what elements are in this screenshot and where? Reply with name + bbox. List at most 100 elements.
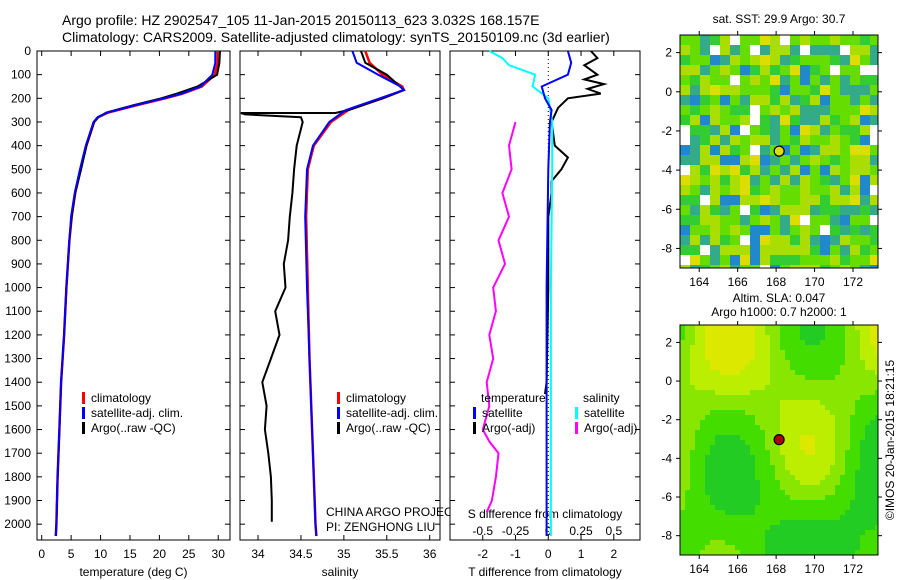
- map-cell: [745, 420, 750, 425]
- map-cell: [710, 235, 715, 240]
- map-cell: [745, 480, 750, 485]
- map-cell: [755, 510, 760, 515]
- map-cell: [690, 500, 695, 505]
- map-cell: [855, 200, 860, 205]
- map-cell: [810, 380, 815, 385]
- map-cell: [705, 400, 710, 405]
- map-cell: [775, 455, 780, 460]
- map-cell: [760, 540, 765, 545]
- map-cell: [775, 535, 780, 540]
- map-cell: [795, 130, 800, 135]
- map-cell: [815, 220, 820, 225]
- map-cell: [840, 490, 845, 495]
- map-cell: [680, 230, 685, 235]
- map-cell: [720, 105, 725, 110]
- map-cell: [850, 550, 855, 555]
- map-cell: [770, 65, 775, 70]
- map-cell: [760, 440, 765, 445]
- map-cell: [855, 415, 860, 420]
- map-cell: [875, 75, 878, 80]
- map-cell: [875, 435, 878, 440]
- map-cell: [705, 360, 710, 365]
- map-cell: [800, 265, 805, 268]
- legend-swatch: [337, 407, 340, 419]
- map-cell: [720, 405, 725, 410]
- map-cell: [810, 515, 815, 520]
- map-cell: [795, 330, 800, 335]
- map-cell: [785, 130, 790, 135]
- map-cell: [810, 230, 815, 235]
- map-cell: [835, 465, 840, 470]
- map-cell: [805, 220, 810, 225]
- map-cell: [815, 265, 820, 268]
- map-cell: [720, 230, 725, 235]
- legend-entry: satellite: [584, 406, 625, 420]
- legend-header: salinity: [583, 391, 620, 405]
- map-cell: [760, 200, 765, 205]
- map-cell: [795, 140, 800, 145]
- map-cell: [800, 510, 805, 515]
- map-cell: [700, 535, 705, 540]
- map-cell: [840, 60, 845, 65]
- map-cell: [875, 165, 878, 170]
- map-cell: [785, 380, 790, 385]
- map-cell: [850, 440, 855, 445]
- map-cell: [865, 430, 870, 435]
- map-cell: [700, 120, 705, 125]
- map-cell: [720, 265, 725, 268]
- map-cell: [785, 180, 790, 185]
- map-cell: [780, 520, 785, 525]
- map-cell: [770, 525, 775, 530]
- map-cell: [760, 380, 765, 385]
- map-cell: [755, 475, 760, 480]
- map-cell: [710, 255, 715, 260]
- map-cell: [740, 150, 745, 155]
- map-cell: [860, 380, 865, 385]
- map-cell: [835, 525, 840, 530]
- map-cell: [830, 400, 835, 405]
- map-cell: [735, 515, 740, 520]
- map-cell: [695, 145, 700, 150]
- map-cell: [790, 65, 795, 70]
- map-cell: [755, 350, 760, 355]
- map-cell: [825, 195, 830, 200]
- map-cell: [750, 205, 755, 210]
- map-cell: [860, 355, 865, 360]
- map-cell: [840, 265, 845, 268]
- map-cell: [700, 140, 705, 145]
- map-cell: [855, 155, 860, 160]
- map-cell: [720, 200, 725, 205]
- map-cell: [835, 420, 840, 425]
- map-cell: [690, 130, 695, 135]
- map-cell: [705, 550, 710, 555]
- map-cell: [810, 500, 815, 505]
- map-cell: [705, 465, 710, 470]
- map-cell: [870, 495, 875, 500]
- map-cell: [700, 440, 705, 445]
- map-cell: [770, 550, 775, 555]
- map-cell: [710, 515, 715, 520]
- map-cell: [765, 385, 770, 390]
- map-cell: [750, 185, 755, 190]
- map-cell: [825, 550, 830, 555]
- map-cell: [680, 500, 685, 505]
- map-cell: [825, 185, 830, 190]
- y-tick-label: 1000: [4, 281, 31, 295]
- map-cell: [770, 370, 775, 375]
- map-cell: [775, 130, 780, 135]
- map-cell: [800, 80, 805, 85]
- map-cell: [810, 370, 815, 375]
- map-cell: [810, 90, 815, 95]
- map-cell: [870, 230, 875, 235]
- map-cell: [860, 105, 865, 110]
- map-cell: [830, 235, 835, 240]
- map-cell: [730, 415, 735, 420]
- map-cell: [835, 200, 840, 205]
- map-cell: [855, 505, 860, 510]
- map-cell: [850, 520, 855, 525]
- y-tick-label: 500: [11, 162, 31, 176]
- map-cell: [825, 55, 830, 60]
- map-cell: [720, 545, 725, 550]
- plot-frame-temperature: [36, 50, 231, 541]
- map-cell: [725, 520, 730, 525]
